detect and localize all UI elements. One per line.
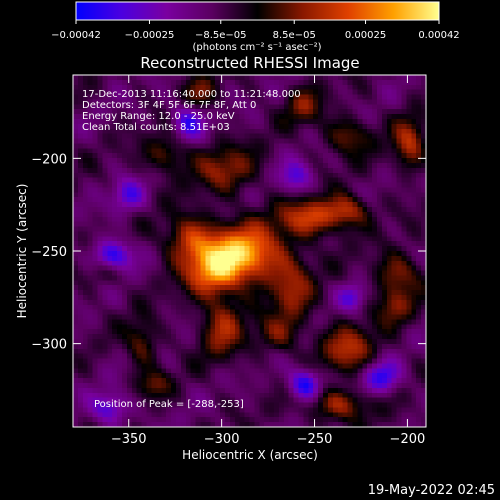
colorbar-gradient [75,1,440,21]
annotation-peak-position: Position of Peak = [-288,-253] [94,399,244,410]
y-axis-ticks: −200 −250 −300 [31,152,426,353]
y-tick-label: −300 [31,338,67,353]
y-axis-title: Heliocentric Y (arcsec) [15,184,29,319]
y-tick-label: −200 [31,152,67,167]
x-tick-label: −350 [111,432,147,447]
x-axis-ticks: −350 −300 −250 −200 [111,75,425,447]
y-tick-label: −250 [31,245,67,260]
x-tick-label: −200 [390,432,426,447]
heatmap-image [73,75,426,427]
chart-title: Reconstructed RHESSI Image [140,54,359,72]
colorbar-tick-label: 0.00042 [418,30,459,41]
colorbar-tick-label: 0.00025 [345,30,386,41]
timestamp: 19-May-2022 02:45 [368,483,495,498]
colorbar-units: (photons cm⁻² s⁻¹ asec⁻²) [192,42,321,53]
x-tick-label: −300 [204,432,240,447]
colorbar-ticks: −0.00042 −0.00025 −8.5e−05 8.5e−05 0.00025 0.… [51,20,460,41]
x-axis-title: Heliocentric X (arcsec) [182,448,318,462]
annotation-block: 17-Dec-2013 11:16:40.000 to 11:21:48.000… [82,89,301,410]
colorbar-tick-label: −0.00042 [51,30,101,41]
colorbar-tick-label: 8.5e−05 [273,30,316,41]
colorbar: −0.00042 −0.00025 −8.5e−05 8.5e−05 0.00025 0.… [51,1,460,53]
annotation-energy-range: Energy Range: 12.0 - 25.0 keV [82,111,235,122]
annotation-time-range: 17-Dec-2013 11:16:40.000 to 11:21:48.000 [82,89,301,100]
colorbar-tick-label: −0.00025 [125,30,175,41]
heatmap [73,75,426,427]
annotation-detectors: Detectors: 3F 4F 5F 6F 7F 8F, Att 0 [82,100,256,111]
x-tick-label: −250 [297,432,333,447]
annotation-clean: Clean Total counts: 8.51E+03 [82,122,230,133]
colorbar-tick-label: −8.5e−05 [195,30,247,41]
